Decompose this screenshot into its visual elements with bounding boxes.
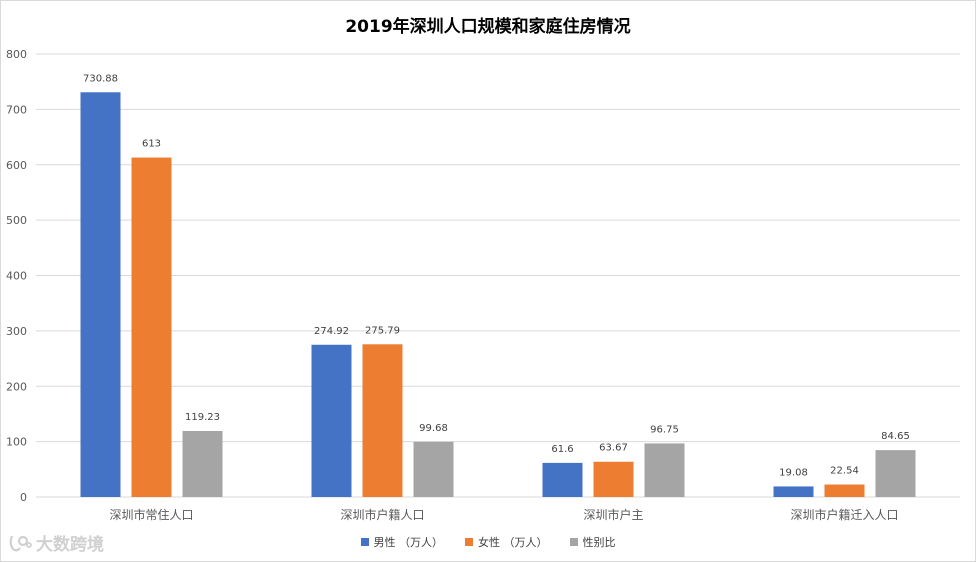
x-tick-label: 深圳市常住人口 (109, 507, 193, 522)
data-label-sex-ratio: 84.65 (881, 431, 910, 442)
legend-label-female: 女性 （万人） (478, 536, 548, 549)
y-tick-label: 700 (6, 103, 27, 116)
y-tick-label: 600 (6, 159, 27, 172)
bar-sex-ratio (182, 430, 223, 497)
bar-male (773, 486, 814, 497)
legend-item-female: 女性 （万人） (465, 534, 548, 550)
y-tick-label: 0 (20, 491, 27, 504)
legend-label-male: 男性 （万人） (373, 536, 444, 549)
bar-female (362, 344, 403, 497)
y-tick-label: 500 (6, 214, 27, 227)
y-tick-label: 200 (6, 380, 27, 393)
data-label-sex-ratio: 119.23 (185, 412, 220, 423)
data-label-sex-ratio: 96.75 (650, 424, 679, 435)
data-label-male: 61.6 (551, 444, 573, 455)
data-label-male: 19.08 (779, 467, 808, 478)
legend-swatch-female (465, 538, 473, 546)
bar-sex-ratio (875, 450, 916, 497)
chart-legend: 男性 （万人） 女性 （万人） 性别比 (0, 534, 976, 550)
bar-sex-ratio (644, 443, 685, 497)
data-label-female: 63.67 (599, 443, 628, 454)
data-label-male: 274.92 (314, 326, 349, 337)
bar-female (593, 461, 634, 497)
bar-male (311, 344, 352, 497)
bar-male (80, 92, 121, 497)
data-label-female: 22.54 (830, 466, 859, 477)
bar-female (131, 157, 172, 497)
data-label-sex-ratio: 99.68 (419, 423, 448, 434)
x-tick-label: 深圳市户籍迁入人口 (790, 507, 898, 522)
x-tick-label: 深圳市户主 (583, 507, 643, 522)
legend-label-ratio: 性别比 (582, 536, 616, 549)
watermark-text: 大数跨境 (36, 535, 104, 555)
data-label-male: 730.88 (83, 73, 118, 84)
y-tick-label: 300 (6, 325, 27, 338)
y-tick-label: 400 (6, 270, 27, 283)
data-label-female: 613 (142, 139, 161, 150)
logo-icon (9, 535, 32, 551)
bar-sex-ratio (413, 441, 454, 497)
x-tick-label: 深圳市户籍人口 (340, 507, 424, 522)
bar-male (542, 462, 583, 497)
bar-female (824, 484, 865, 497)
chart-title: 2019年深圳人口规模和家庭住房情况 (345, 17, 631, 37)
y-tick-label: 800 (6, 48, 27, 61)
y-tick-label: 100 (6, 436, 27, 449)
legend-swatch-male (360, 538, 369, 546)
legend-item-ratio: 性别比 (569, 534, 616, 550)
watermark: 大数跨境 (8, 530, 104, 555)
legend-swatch-ratio (569, 538, 578, 546)
data-label-female: 275.79 (365, 325, 400, 336)
legend-item-male: 男性 （万人） (360, 534, 444, 550)
